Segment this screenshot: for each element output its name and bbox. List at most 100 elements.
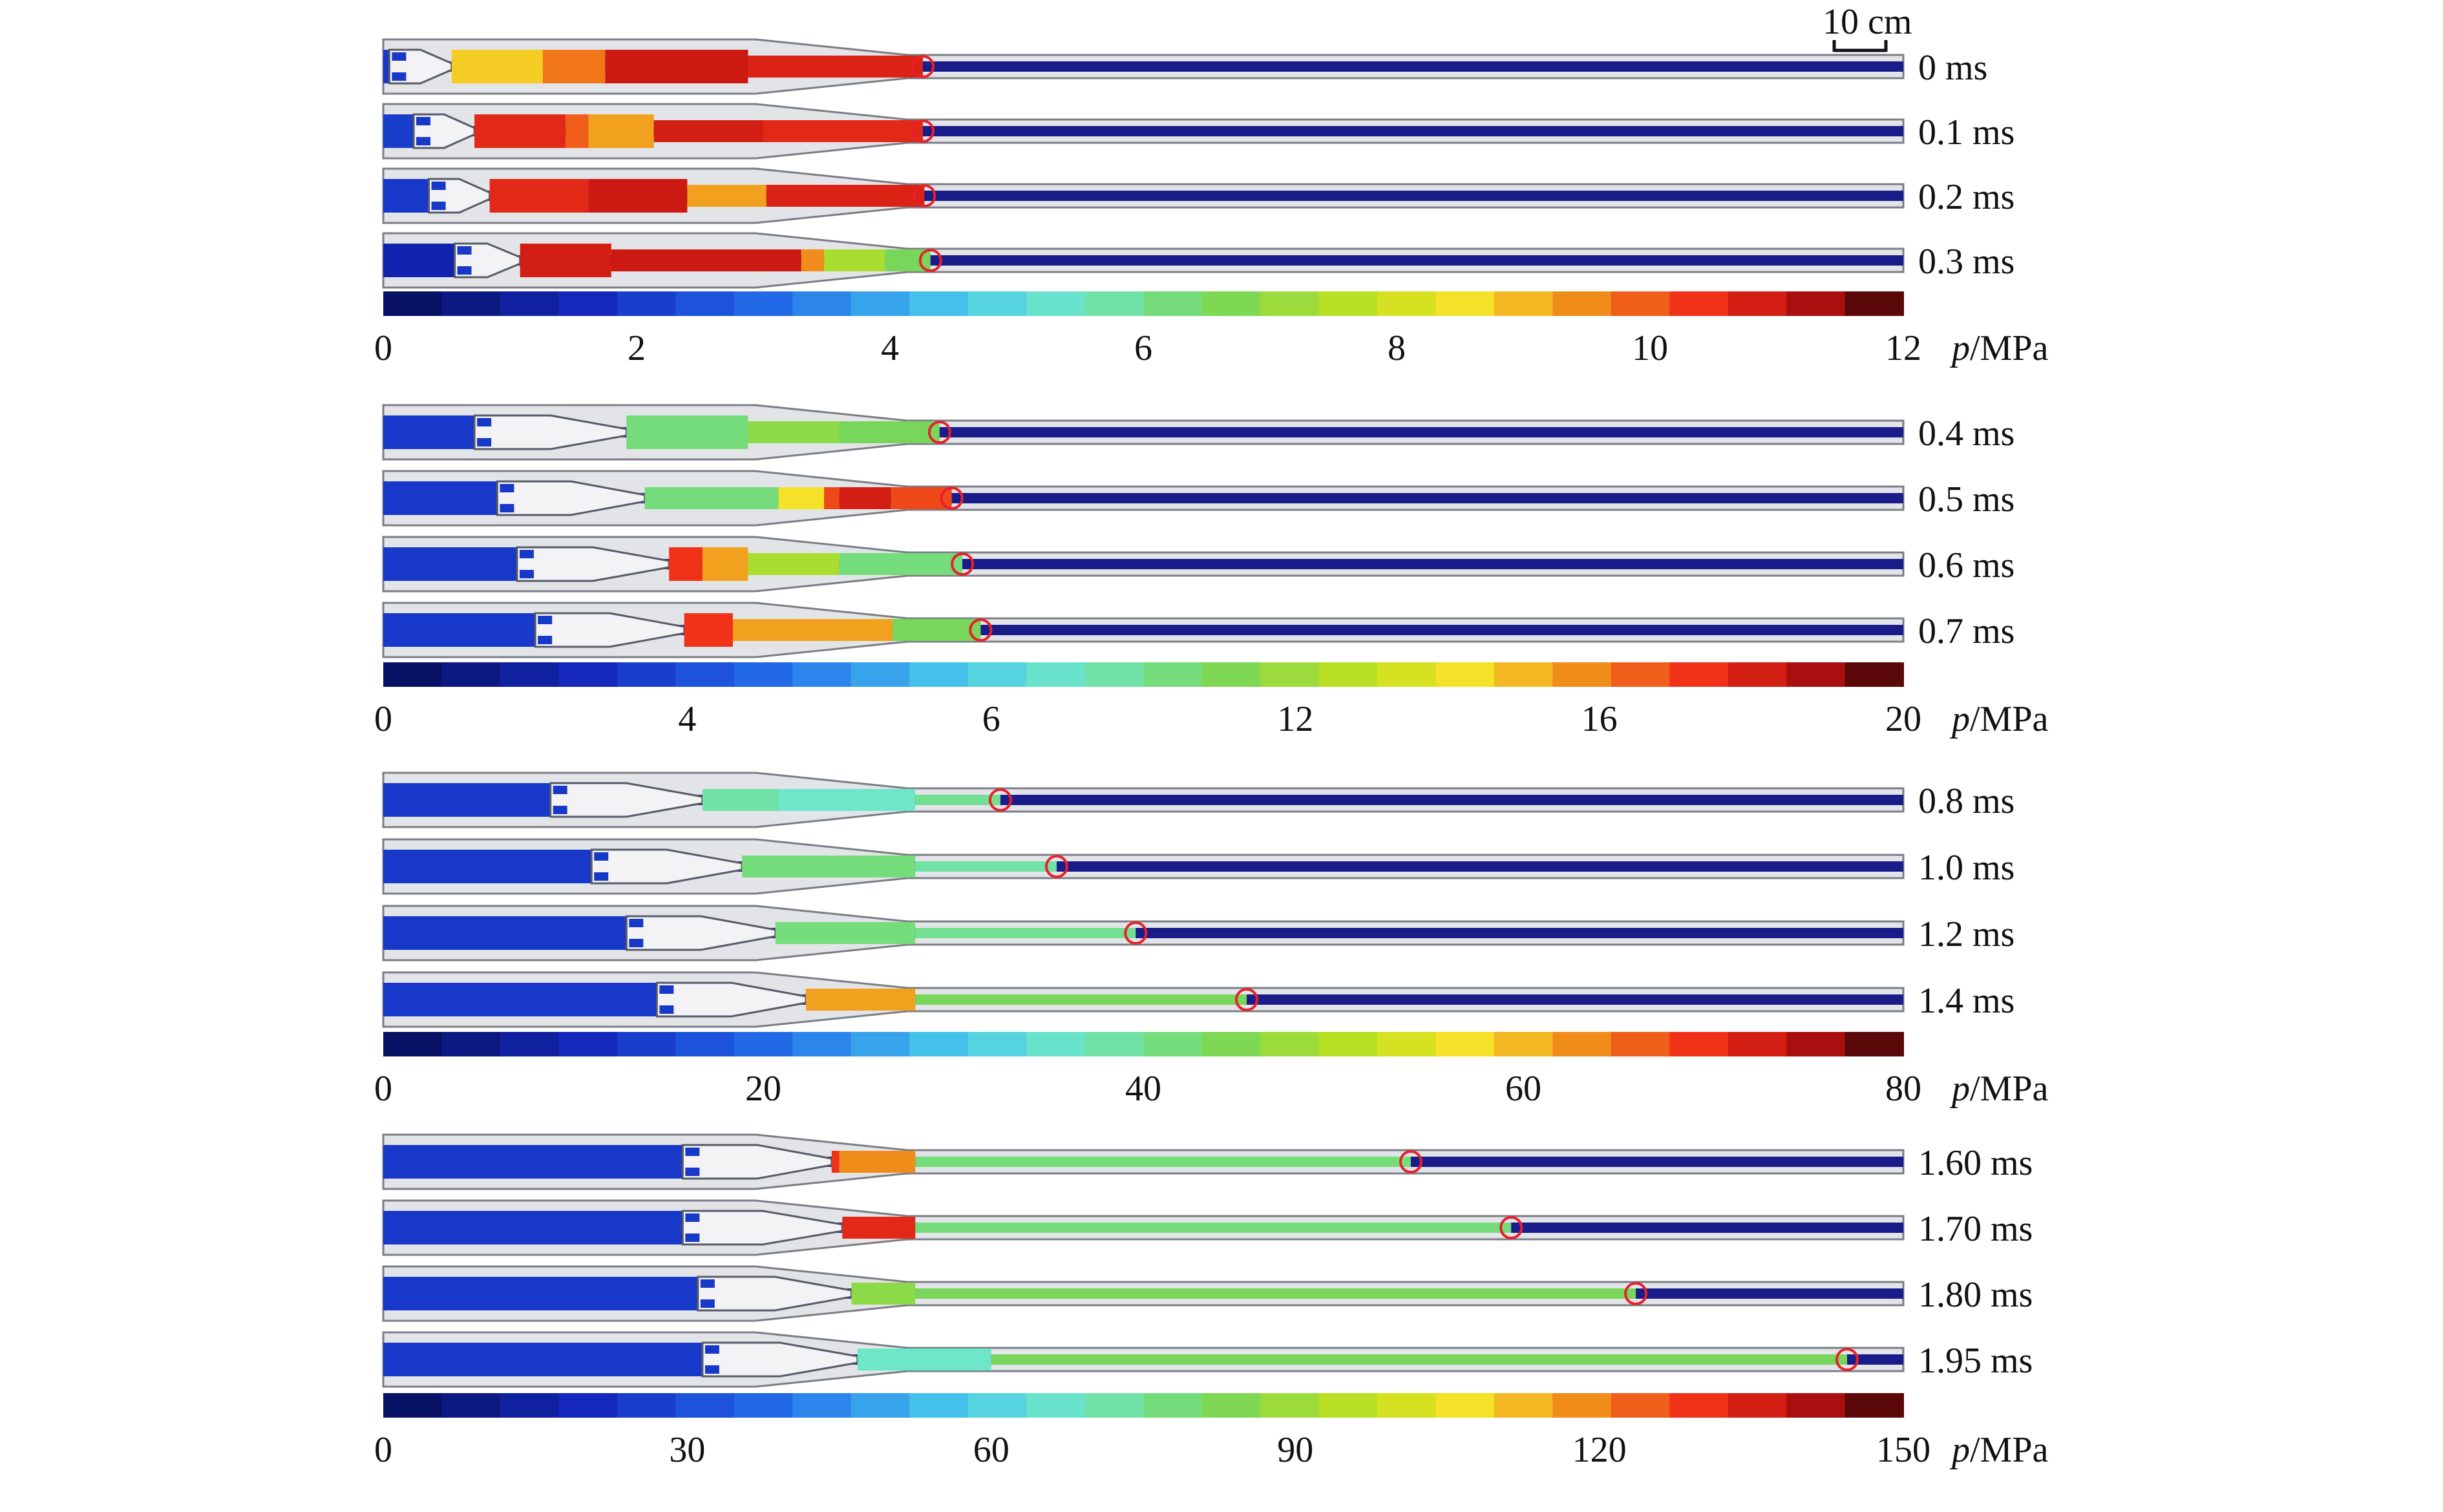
colorbar-swatch — [1669, 1032, 1729, 1056]
colorbar: 0 2 4 6 8 10 12 p/MPa — [374, 291, 2048, 368]
front-marker-circle — [1399, 1150, 1422, 1173]
colorbar-tick-label: 20 — [1885, 699, 1921, 739]
pressure-segment — [839, 421, 940, 443]
colorbar-unit-label: p/MPa — [1949, 1430, 2048, 1470]
pressure-segment — [383, 114, 414, 148]
colorbar-tick-label: 4 — [881, 328, 899, 368]
colorbar-tick-label: 30 — [669, 1430, 705, 1470]
pressure-segment — [383, 613, 536, 647]
colorbar-swatch — [1026, 662, 1086, 687]
colorbar-swatch — [441, 1393, 501, 1418]
colorbar-swatch — [1494, 662, 1554, 687]
colorbar-swatch — [1728, 1393, 1788, 1418]
colorbar-swatch — [792, 662, 852, 687]
pressure-segment — [383, 1277, 698, 1310]
colorbar-swatch — [675, 1393, 735, 1418]
front-marker-circle — [918, 249, 942, 272]
pressure-segment — [383, 783, 551, 817]
colorbar-swatch — [500, 291, 560, 316]
snapshot-row: 1.70 ms — [382, 1199, 2033, 1256]
pressure-segment — [474, 114, 566, 148]
pressure-segment — [489, 179, 589, 213]
colorbar-swatch — [1435, 1032, 1495, 1056]
pressure-segment — [805, 989, 916, 1011]
time-label: 0.4 ms — [1918, 414, 2015, 454]
colorbar-swatch — [558, 1032, 618, 1056]
colorbar-tick-label: 0 — [374, 1430, 392, 1470]
colorbar-swatch — [1318, 1393, 1378, 1418]
pressure-segment — [383, 850, 592, 883]
colorbar-swatch — [1611, 1032, 1671, 1056]
colorbar-swatch — [617, 1393, 677, 1418]
front-marker-circle — [1124, 921, 1148, 945]
colorbar-swatch — [1143, 662, 1203, 687]
unit-text: /MPa — [1970, 328, 2048, 368]
sabot-notch — [594, 872, 609, 881]
sabot-notch — [431, 202, 446, 210]
colorbar-swatch — [617, 1032, 677, 1056]
projectile-body — [590, 848, 743, 885]
colorbar-swatch — [1201, 662, 1261, 687]
front-marker-circle — [1499, 1216, 1523, 1239]
colorbar-swatch — [734, 1393, 794, 1418]
pressure-segment — [383, 916, 627, 950]
colorbar-swatch — [1435, 662, 1495, 687]
pressure-segment — [611, 249, 801, 271]
snapshot-row: 1.80 ms — [382, 1265, 2033, 1322]
pressure-segment — [605, 50, 748, 83]
colorbar-swatch — [968, 662, 1028, 687]
colorbar-swatch — [1143, 291, 1203, 316]
scale-bar-label: 10 cm — [1823, 2, 1912, 42]
colorbar-tick-label: 10 — [1632, 328, 1668, 368]
colorbar-swatch — [1494, 1032, 1554, 1056]
pressure-segment — [748, 553, 840, 575]
pressure-segment — [915, 795, 1000, 805]
colorbar-swatch — [383, 1032, 443, 1056]
pressure-segment — [778, 487, 825, 509]
colorbar-swatch — [383, 291, 443, 316]
colorbar-tick-label: 80 — [1885, 1069, 1921, 1109]
time-label: 0.1 ms — [1918, 112, 2015, 152]
snapshot-row: 0.2 ms — [382, 167, 2015, 224]
sabot-notch — [704, 1345, 719, 1354]
front-marker-circle — [1835, 1348, 1859, 1371]
pressure-segment — [383, 547, 517, 581]
sabot-notch — [685, 1234, 700, 1242]
colorbar-swatch — [1143, 1032, 1203, 1056]
sabot-notch — [416, 137, 431, 145]
sabot-notch — [685, 1213, 700, 1222]
colorbar-swatch — [675, 662, 735, 687]
pressure-segment — [383, 244, 455, 277]
colorbar-swatch — [1552, 662, 1612, 687]
colorbar-swatch — [500, 662, 560, 687]
colorbar-swatch — [968, 291, 1028, 316]
sabot-notch — [553, 806, 567, 814]
unit-text: /MPa — [1970, 1069, 2048, 1109]
pressure-segment — [991, 1354, 1847, 1365]
colorbar-swatch — [851, 662, 911, 687]
colorbar-swatch — [792, 1393, 852, 1418]
time-label: 0.7 ms — [1918, 611, 2015, 651]
snapshot-row: 0.5 ms — [382, 470, 2015, 527]
sabot-notch — [685, 1148, 700, 1156]
sabot-notch — [704, 1365, 719, 1374]
colorbar-swatch — [1435, 291, 1495, 316]
colorbar-swatch — [1377, 1393, 1437, 1418]
colorbar-swatch — [968, 1393, 1028, 1418]
unit-variable: p — [1949, 328, 1970, 368]
colorbar-swatch — [734, 1032, 794, 1056]
front-marker-circle — [969, 618, 993, 642]
colorbar-swatch — [1435, 1393, 1495, 1418]
time-label: 1.4 ms — [1918, 981, 2015, 1021]
pressure-segment — [839, 487, 891, 509]
colorbar-swatch — [675, 1032, 735, 1056]
colorbar-swatch — [909, 291, 969, 316]
colorbar-swatch — [1026, 1393, 1086, 1418]
sabot-notch — [538, 616, 553, 624]
colorbar-tick-label: 120 — [1572, 1430, 1627, 1470]
sabot-notch — [392, 72, 407, 81]
snapshot-row: 0.8 ms — [382, 772, 2015, 828]
sabot-notch — [392, 52, 407, 61]
time-label: 0.8 ms — [1918, 781, 2015, 821]
sabot-notch — [629, 939, 644, 947]
